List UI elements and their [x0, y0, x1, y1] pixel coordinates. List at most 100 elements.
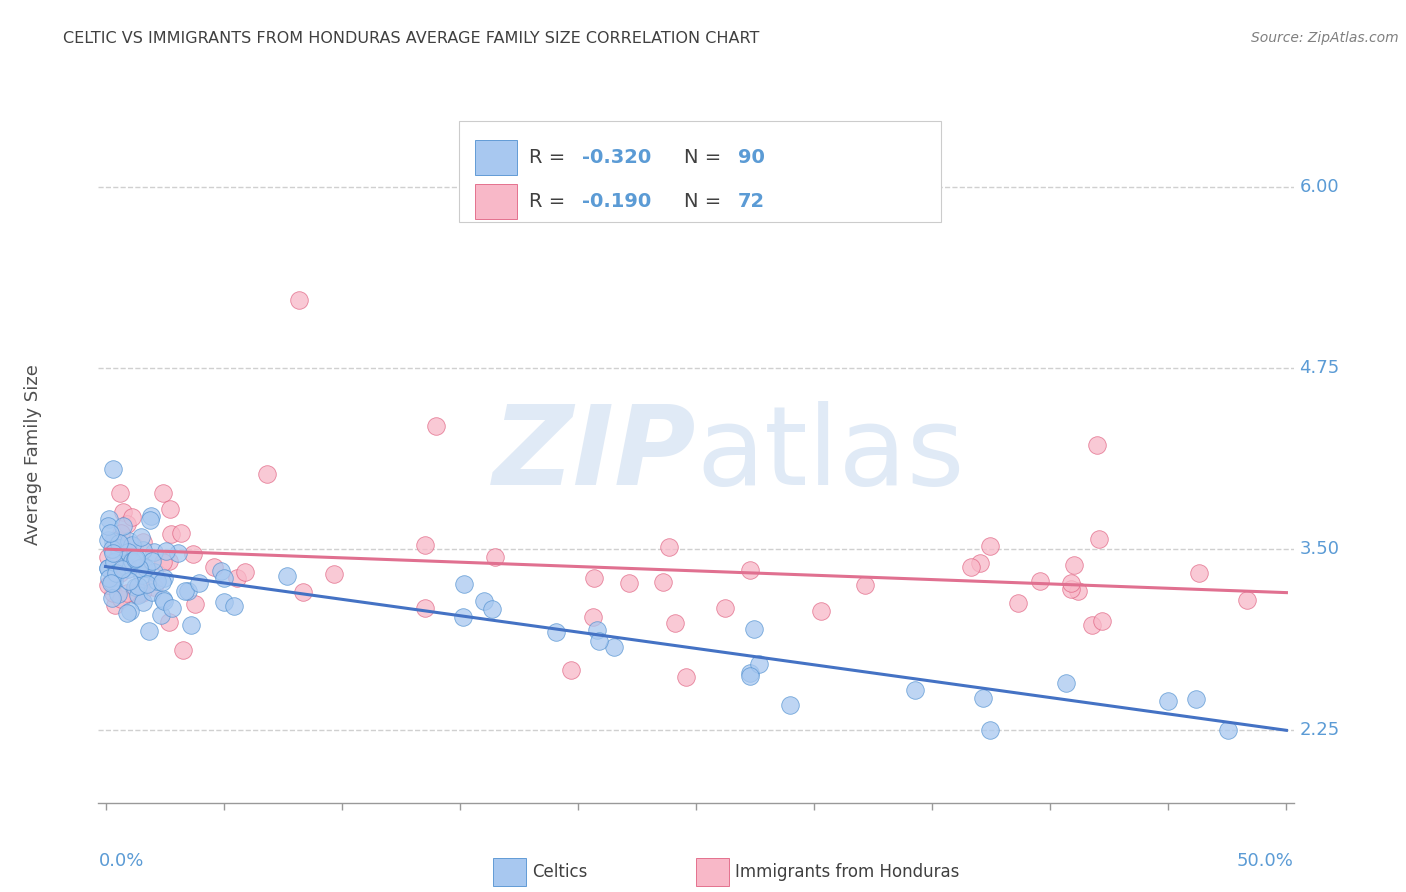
- Point: [904, 682, 927, 697]
- Point: [143, 545, 166, 559]
- Point: [101, 546, 124, 560]
- Point: [131, 586, 153, 600]
- Point: [97, 518, 120, 533]
- Point: [212, 595, 235, 609]
- Point: [98, 512, 121, 526]
- Point: [111, 519, 134, 533]
- Point: [714, 601, 737, 615]
- Point: [124, 551, 146, 566]
- Point: [98, 570, 121, 584]
- Point: [122, 540, 145, 554]
- Point: [675, 669, 697, 683]
- Text: N =: N =: [685, 192, 727, 211]
- Point: [226, 571, 249, 585]
- Point: [1054, 676, 1077, 690]
- Point: [170, 526, 193, 541]
- Point: [110, 486, 132, 500]
- Point: [159, 527, 181, 541]
- Point: [143, 565, 166, 579]
- Point: [157, 554, 180, 568]
- Point: [1060, 575, 1083, 590]
- Point: [101, 575, 124, 590]
- Point: [233, 565, 256, 579]
- Text: 72: 72: [738, 192, 765, 211]
- Point: [152, 486, 174, 500]
- Point: [111, 505, 134, 519]
- Text: ZIP: ZIP: [492, 401, 696, 508]
- Point: [110, 566, 132, 580]
- Point: [810, 605, 832, 619]
- Point: [146, 574, 169, 588]
- Point: [222, 599, 245, 613]
- Point: [425, 419, 447, 434]
- Point: [738, 668, 761, 682]
- Point: [174, 584, 197, 599]
- Point: [152, 555, 174, 569]
- Point: [1087, 438, 1109, 452]
- Text: Source: ZipAtlas.com: Source: ZipAtlas.com: [1251, 31, 1399, 45]
- Point: [97, 533, 120, 548]
- Point: [129, 530, 152, 544]
- Point: [107, 587, 129, 601]
- Point: [152, 575, 174, 590]
- Point: [107, 556, 129, 570]
- Point: [132, 534, 155, 549]
- Point: [172, 643, 194, 657]
- Point: [103, 555, 125, 569]
- Point: [413, 600, 436, 615]
- Point: [139, 513, 162, 527]
- Point: [1157, 693, 1180, 707]
- Point: [132, 542, 155, 557]
- Point: [121, 510, 143, 524]
- Point: [141, 585, 163, 599]
- Point: [152, 591, 174, 606]
- Point: [132, 595, 155, 609]
- Text: -0.320: -0.320: [582, 148, 652, 167]
- Point: [288, 293, 311, 307]
- Point: [115, 559, 138, 574]
- Point: [124, 580, 146, 594]
- Text: R =: R =: [529, 192, 571, 211]
- Point: [131, 567, 153, 582]
- Text: 3.50: 3.50: [1299, 541, 1340, 558]
- Point: [1185, 692, 1208, 706]
- Point: [738, 563, 761, 577]
- Point: [97, 560, 120, 574]
- Point: [97, 549, 120, 564]
- Point: [1066, 584, 1088, 599]
- Point: [103, 574, 125, 588]
- Point: [103, 568, 125, 582]
- Point: [484, 549, 506, 564]
- FancyBboxPatch shape: [494, 858, 526, 887]
- Point: [121, 554, 143, 568]
- Point: [546, 625, 568, 640]
- Point: [159, 502, 181, 516]
- Point: [413, 538, 436, 552]
- Point: [603, 640, 626, 654]
- Point: [97, 561, 120, 575]
- Point: [101, 591, 124, 605]
- Text: 50.0%: 50.0%: [1237, 852, 1294, 870]
- Point: [120, 604, 142, 618]
- Point: [108, 541, 131, 555]
- Point: [740, 665, 762, 680]
- Point: [853, 578, 876, 592]
- Point: [1236, 593, 1258, 607]
- Point: [960, 560, 983, 574]
- Point: [108, 543, 131, 558]
- Point: [128, 561, 150, 575]
- Point: [453, 609, 475, 624]
- Point: [104, 598, 127, 612]
- Point: [481, 602, 503, 616]
- Point: [108, 535, 131, 549]
- Point: [1063, 558, 1085, 573]
- Point: [560, 663, 582, 677]
- Point: [110, 525, 132, 540]
- Point: [1060, 582, 1083, 597]
- Point: [117, 545, 139, 559]
- Point: [101, 542, 124, 557]
- Point: [1218, 723, 1240, 738]
- Point: [135, 576, 157, 591]
- Point: [212, 571, 235, 585]
- Point: [972, 691, 994, 706]
